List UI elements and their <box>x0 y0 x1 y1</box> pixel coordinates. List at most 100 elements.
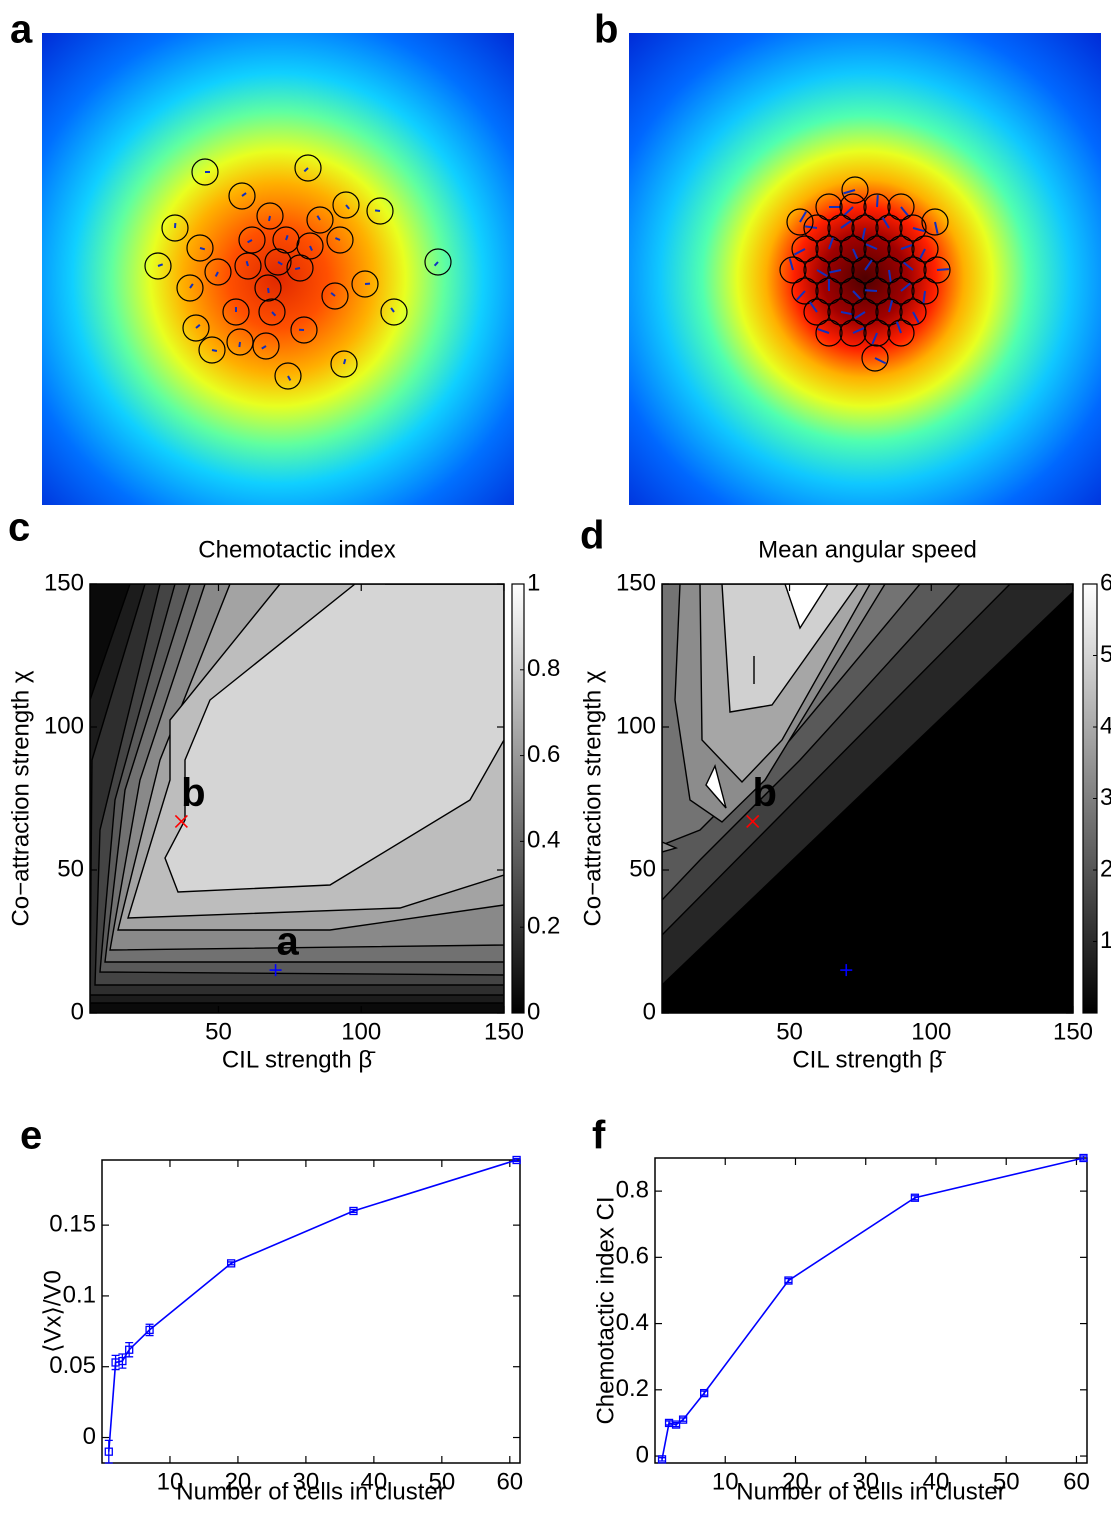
cell <box>182 314 210 342</box>
y-tick-label: 50 <box>57 855 84 882</box>
y-axis-label: Chemotactic index CI <box>592 1196 619 1424</box>
cell <box>803 256 831 284</box>
cell-velocity <box>864 259 873 271</box>
cell <box>176 274 204 302</box>
cell <box>424 248 452 276</box>
cell-velocity <box>934 221 939 234</box>
cell-velocity <box>277 261 283 266</box>
x-tick-label: 50 <box>428 1468 455 1495</box>
cell <box>290 316 318 344</box>
cell <box>875 298 903 326</box>
error-bar <box>125 1342 134 1358</box>
y-axis-label: ⟨Vx⟩/V0 <box>39 1270 66 1353</box>
cell-velocity <box>852 327 865 334</box>
cell <box>228 182 256 210</box>
cell <box>863 277 891 305</box>
cell-velocity <box>241 192 247 197</box>
cell <box>380 298 408 326</box>
cell <box>899 256 927 284</box>
cell-velocity <box>374 209 381 212</box>
cell-velocity <box>343 358 347 365</box>
cell-velocity <box>918 248 926 261</box>
x-axis-label: CIL strength β̄ <box>222 1046 376 1073</box>
data-point <box>671 1420 681 1429</box>
panel-label: a <box>10 8 33 52</box>
y-axis-label: Co−attraction strength χ <box>579 670 606 926</box>
cell <box>841 176 869 204</box>
cell <box>863 319 891 347</box>
x-tick-label: 30 <box>293 1468 320 1495</box>
cell-velocity <box>390 307 395 313</box>
x-tick-label: 100 <box>911 1018 951 1045</box>
cell-velocity <box>895 321 902 334</box>
x-axis-label: CIL strength β̄ <box>792 1046 946 1073</box>
cell <box>144 252 172 280</box>
colorbar-tick-label: 1 <box>1100 927 1111 954</box>
cell <box>351 270 379 298</box>
cell <box>851 256 879 284</box>
x-tick-label: 10 <box>157 1468 184 1495</box>
y-tick-label: 0.8 <box>616 1176 649 1203</box>
data-point <box>104 1447 113 1456</box>
cell <box>306 206 334 234</box>
cell <box>887 235 915 263</box>
cell <box>923 256 951 284</box>
panel-label: d <box>580 514 604 558</box>
cell-velocity <box>345 204 350 210</box>
error-bar <box>227 1261 236 1266</box>
cell-velocity <box>843 189 856 195</box>
x-tick-label: 100 <box>341 1018 381 1045</box>
colorbar-tick-label: 5 <box>1100 641 1111 668</box>
cell-velocity <box>285 234 289 241</box>
marker-label: a <box>276 920 299 964</box>
cell-velocity <box>816 269 828 278</box>
data-point <box>784 1276 793 1285</box>
y-tick-label: 50 <box>629 855 656 882</box>
data-point <box>910 1193 920 1202</box>
y-tick-label: 0 <box>643 998 656 1025</box>
cell <box>887 193 915 221</box>
data-point <box>512 1155 521 1165</box>
cell-velocity <box>271 311 277 317</box>
y-tick-label: 0 <box>83 1423 96 1450</box>
series-line <box>661 1157 1084 1460</box>
y-tick-label: 0.2 <box>616 1375 649 1402</box>
cell <box>234 252 262 280</box>
cell-velocity <box>900 243 913 250</box>
cell <box>294 154 322 182</box>
axes-frame <box>101 1159 521 1464</box>
marker <box>746 814 760 828</box>
error-bar <box>784 1277 793 1284</box>
error-bar <box>658 1457 667 1462</box>
data-point <box>657 1455 667 1464</box>
cell-velocity <box>330 292 336 297</box>
cell <box>254 274 282 302</box>
cell-velocity <box>864 289 878 292</box>
cell-velocity <box>876 194 879 208</box>
cell-velocity <box>900 282 911 292</box>
cell-velocity <box>871 332 878 345</box>
colorbar-tick-label: 0.2 <box>527 913 560 940</box>
cell <box>786 208 814 236</box>
cell <box>791 235 819 263</box>
cell <box>264 248 292 276</box>
data-point <box>349 1206 358 1216</box>
x-axis-label: Number of cells in cluster <box>736 1478 1005 1505</box>
x-axis-label: Number of cells in cluster <box>176 1478 445 1505</box>
cell <box>815 235 843 263</box>
y-tick-label: 0.05 <box>49 1352 96 1379</box>
colorbar-tick-label: 3 <box>1100 784 1111 811</box>
cell-velocity <box>912 227 925 233</box>
y-tick-label: 0.1 <box>63 1281 96 1308</box>
marker-label: a <box>847 920 870 964</box>
cell-velocity <box>936 268 950 271</box>
data-point <box>118 1356 127 1366</box>
cell <box>815 319 843 347</box>
error-bar <box>512 1157 521 1163</box>
error-bar <box>1079 1155 1088 1161</box>
cell <box>186 234 214 262</box>
contour-fill-c <box>90 584 504 1013</box>
cell <box>887 319 915 347</box>
marker <box>174 814 188 828</box>
y-tick-label: 0.15 <box>49 1210 96 1237</box>
